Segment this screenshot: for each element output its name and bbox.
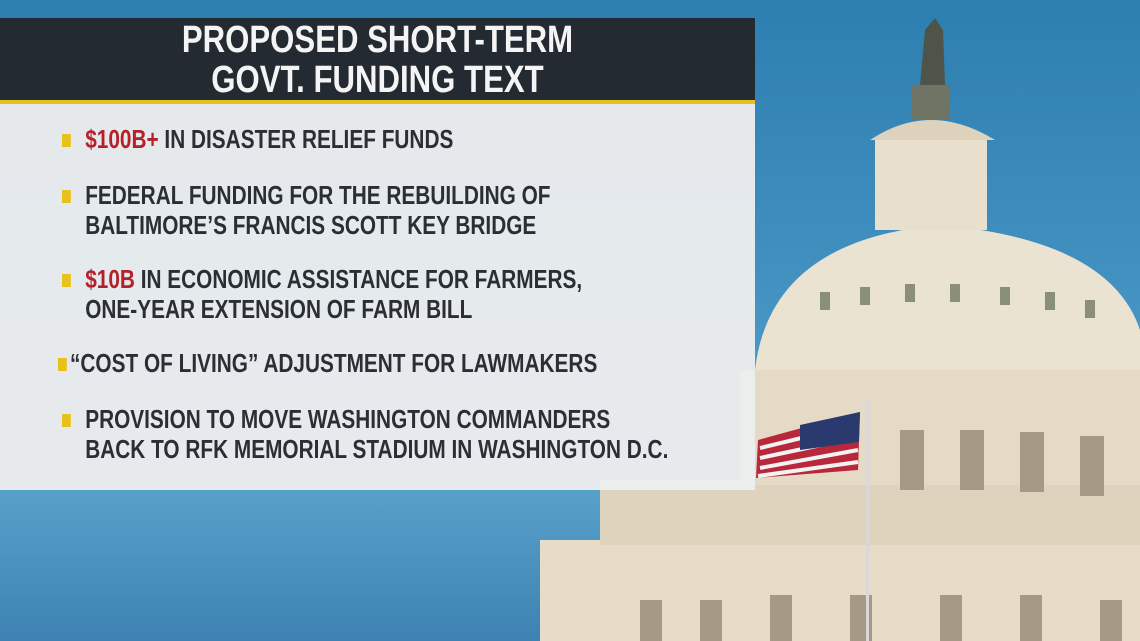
info-panel: PROPOSED SHORT-TERM GOVT. FUNDING TEXT $… xyxy=(0,18,755,490)
bullet-icon xyxy=(62,414,71,427)
bullet-icon xyxy=(62,134,71,147)
bullet-icon xyxy=(62,190,71,203)
bullet-icon xyxy=(58,358,67,371)
title-line-2: GOVT. FUNDING TEXT xyxy=(211,59,544,101)
american-flag xyxy=(756,400,869,641)
list-item: $100B+ IN DISASTER RELIEF FUNDS xyxy=(62,124,453,154)
list-item: FEDERAL FUNDING FOR THE REBUILDING OF BA… xyxy=(62,180,551,240)
title-line-1: PROPOSED SHORT-TERM xyxy=(181,19,574,61)
list-item: “COST OF LIVING” ADJUSTMENT FOR LAWMAKER… xyxy=(58,348,597,378)
list-item: $10B IN ECONOMIC ASSISTANCE FOR FARMERS,… xyxy=(62,264,582,324)
accent-rule xyxy=(0,100,755,104)
list-item: PROVISION TO MOVE WASHINGTON COMMANDERS … xyxy=(62,404,668,464)
statue-of-freedom xyxy=(920,18,945,85)
bullet-icon xyxy=(62,274,71,287)
panel-header: PROPOSED SHORT-TERM GOVT. FUNDING TEXT xyxy=(0,18,755,100)
bullet-list: $100B+ IN DISASTER RELIEF FUNDS FEDERAL … xyxy=(0,104,755,490)
capitol-dome xyxy=(540,18,1140,641)
